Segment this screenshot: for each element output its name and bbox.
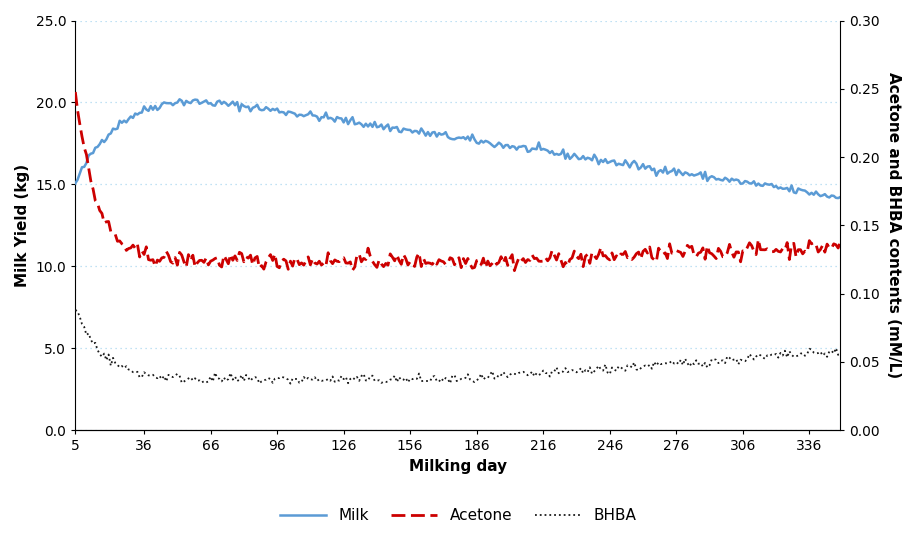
- BHBA: [285, 380, 296, 387]
- Acetone: [289, 255, 300, 262]
- Acetone: [706, 251, 717, 257]
- Acetone: [834, 238, 845, 245]
- BHBA: [202, 378, 213, 384]
- Line: BHBA: BHBA: [75, 310, 840, 383]
- Acetone: [509, 267, 520, 274]
- Milk: [205, 100, 216, 106]
- Milk: [662, 170, 673, 177]
- Y-axis label: Acetone and BHBA contents (mM/L): Acetone and BHBA contents (mM/L): [886, 72, 901, 379]
- X-axis label: Milking day: Milking day: [409, 459, 507, 474]
- Milk: [764, 182, 775, 188]
- Milk: [291, 113, 302, 120]
- BHBA: [834, 352, 845, 359]
- Y-axis label: Milk Yield (kg): Milk Yield (kg): [15, 164, 30, 287]
- Milk: [706, 173, 717, 179]
- BHBA: [291, 376, 302, 382]
- BHBA: [70, 307, 81, 313]
- Acetone: [662, 255, 673, 262]
- Acetone: [764, 247, 775, 253]
- Milk: [70, 180, 81, 186]
- Milk: [833, 195, 844, 201]
- Milk: [174, 96, 185, 103]
- BHBA: [662, 360, 673, 367]
- Milk: [708, 174, 719, 180]
- Acetone: [70, 89, 81, 95]
- Line: Milk: Milk: [75, 99, 840, 198]
- BHBA: [764, 353, 775, 359]
- Acetone: [202, 262, 213, 268]
- Legend: Milk, Acetone, BHBA: Milk, Acetone, BHBA: [274, 502, 642, 529]
- BHBA: [706, 356, 717, 362]
- Milk: [834, 194, 845, 200]
- Acetone: [708, 253, 719, 259]
- BHBA: [708, 356, 719, 362]
- Line: Acetone: Acetone: [75, 92, 840, 271]
